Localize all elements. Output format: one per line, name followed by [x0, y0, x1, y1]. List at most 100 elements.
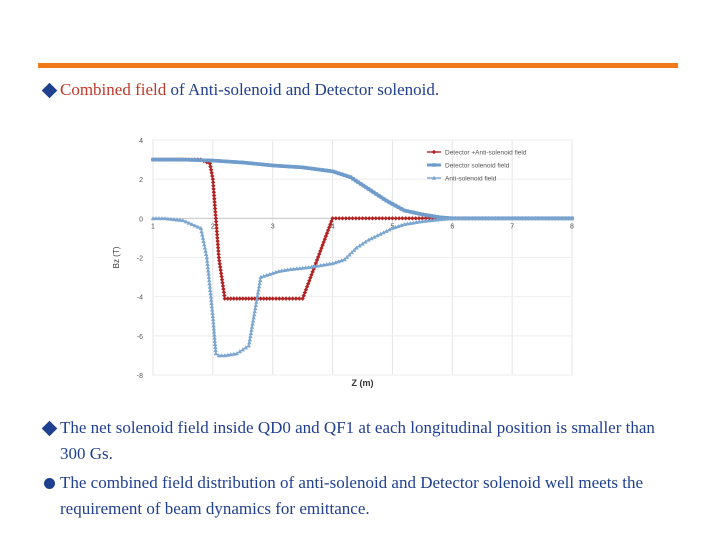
data-point — [486, 216, 492, 221]
data-point — [207, 284, 213, 289]
data-point — [212, 332, 217, 337]
data-point — [202, 245, 208, 250]
data-point — [237, 349, 242, 354]
data-point — [435, 217, 440, 222]
data-point — [183, 219, 189, 224]
data-point — [214, 229, 220, 234]
data-point — [207, 161, 213, 166]
data-point — [171, 157, 175, 162]
chart-grid — [152, 139, 573, 376]
data-point — [211, 320, 216, 325]
data-point — [287, 296, 292, 301]
data-point — [194, 158, 199, 162]
data-point — [247, 161, 252, 165]
data-point — [197, 158, 202, 162]
data-point — [240, 160, 245, 165]
data-point — [290, 164, 295, 169]
data-point — [293, 296, 299, 301]
diamond-bullet-icon — [38, 415, 60, 441]
data-point — [202, 242, 207, 247]
data-point — [210, 180, 216, 185]
data-point — [270, 296, 275, 301]
data-point — [186, 220, 192, 225]
data-point — [201, 238, 206, 243]
data-point — [255, 293, 260, 298]
data-point — [220, 280, 225, 286]
data-point — [213, 348, 218, 353]
data-point — [211, 158, 215, 163]
x-tick-label: 3 — [271, 223, 275, 230]
data-point — [177, 157, 182, 162]
data-point — [214, 222, 219, 228]
data-point — [256, 284, 262, 289]
data-point — [496, 216, 502, 221]
data-point — [248, 330, 254, 335]
data-point — [215, 238, 220, 244]
data-point — [543, 216, 548, 221]
data-point — [237, 160, 242, 165]
data-point — [402, 208, 407, 213]
bullet-combined-field: Combined field of Anti-solenoid and Dete… — [38, 77, 439, 103]
data-point — [244, 161, 248, 165]
data-point — [199, 229, 204, 234]
data-point — [212, 199, 217, 205]
data-point — [159, 216, 165, 221]
data-point — [426, 218, 431, 223]
y-tick-label: -2 — [137, 256, 143, 263]
data-point — [371, 190, 376, 195]
data-point — [426, 213, 431, 218]
data-point — [363, 216, 369, 221]
data-point — [379, 195, 384, 200]
data-point — [423, 216, 428, 221]
data-point — [222, 293, 227, 298]
data-point — [250, 321, 255, 326]
data-point — [344, 254, 350, 259]
data-point — [376, 193, 381, 198]
data-point — [212, 206, 218, 211]
data-point — [212, 203, 218, 208]
data-point — [219, 353, 225, 358]
data-point — [373, 216, 379, 221]
data-point — [215, 242, 221, 247]
data-point — [174, 217, 180, 222]
data-point — [513, 216, 518, 221]
data-point — [304, 166, 308, 170]
data-point — [257, 277, 263, 282]
data-point — [288, 267, 293, 272]
data-point — [216, 353, 222, 358]
y-tick-label: 4 — [139, 138, 143, 145]
data-point — [360, 241, 365, 246]
data-point — [435, 215, 440, 219]
data-point — [320, 168, 325, 172]
data-point — [227, 159, 232, 164]
data-point — [267, 163, 272, 167]
data-point — [317, 167, 322, 172]
data-point — [336, 171, 341, 176]
data-point — [211, 183, 216, 188]
data-point — [536, 216, 541, 221]
data-point — [219, 277, 225, 282]
data-point — [214, 232, 220, 237]
data-point — [553, 216, 558, 221]
bullet-combined-distribution: The combined field distribution of anti-… — [38, 470, 678, 522]
data-point — [255, 290, 261, 295]
x-tick-label: 4 — [331, 223, 335, 230]
data-point — [387, 227, 392, 232]
data-point — [206, 278, 212, 283]
data-point — [432, 163, 436, 167]
data-point — [201, 158, 205, 163]
data-point — [310, 166, 315, 171]
data-point — [413, 216, 418, 221]
data-point — [217, 159, 222, 163]
data-point — [250, 318, 256, 323]
data-point — [221, 159, 225, 164]
data-point — [252, 309, 257, 314]
x-tick-label: 6 — [450, 223, 454, 230]
data-point — [214, 158, 218, 163]
data-point — [209, 170, 214, 176]
data-point — [327, 169, 332, 173]
data-point — [215, 235, 220, 241]
data-point — [349, 250, 354, 255]
data-point — [450, 216, 455, 221]
data-point — [187, 158, 192, 162]
